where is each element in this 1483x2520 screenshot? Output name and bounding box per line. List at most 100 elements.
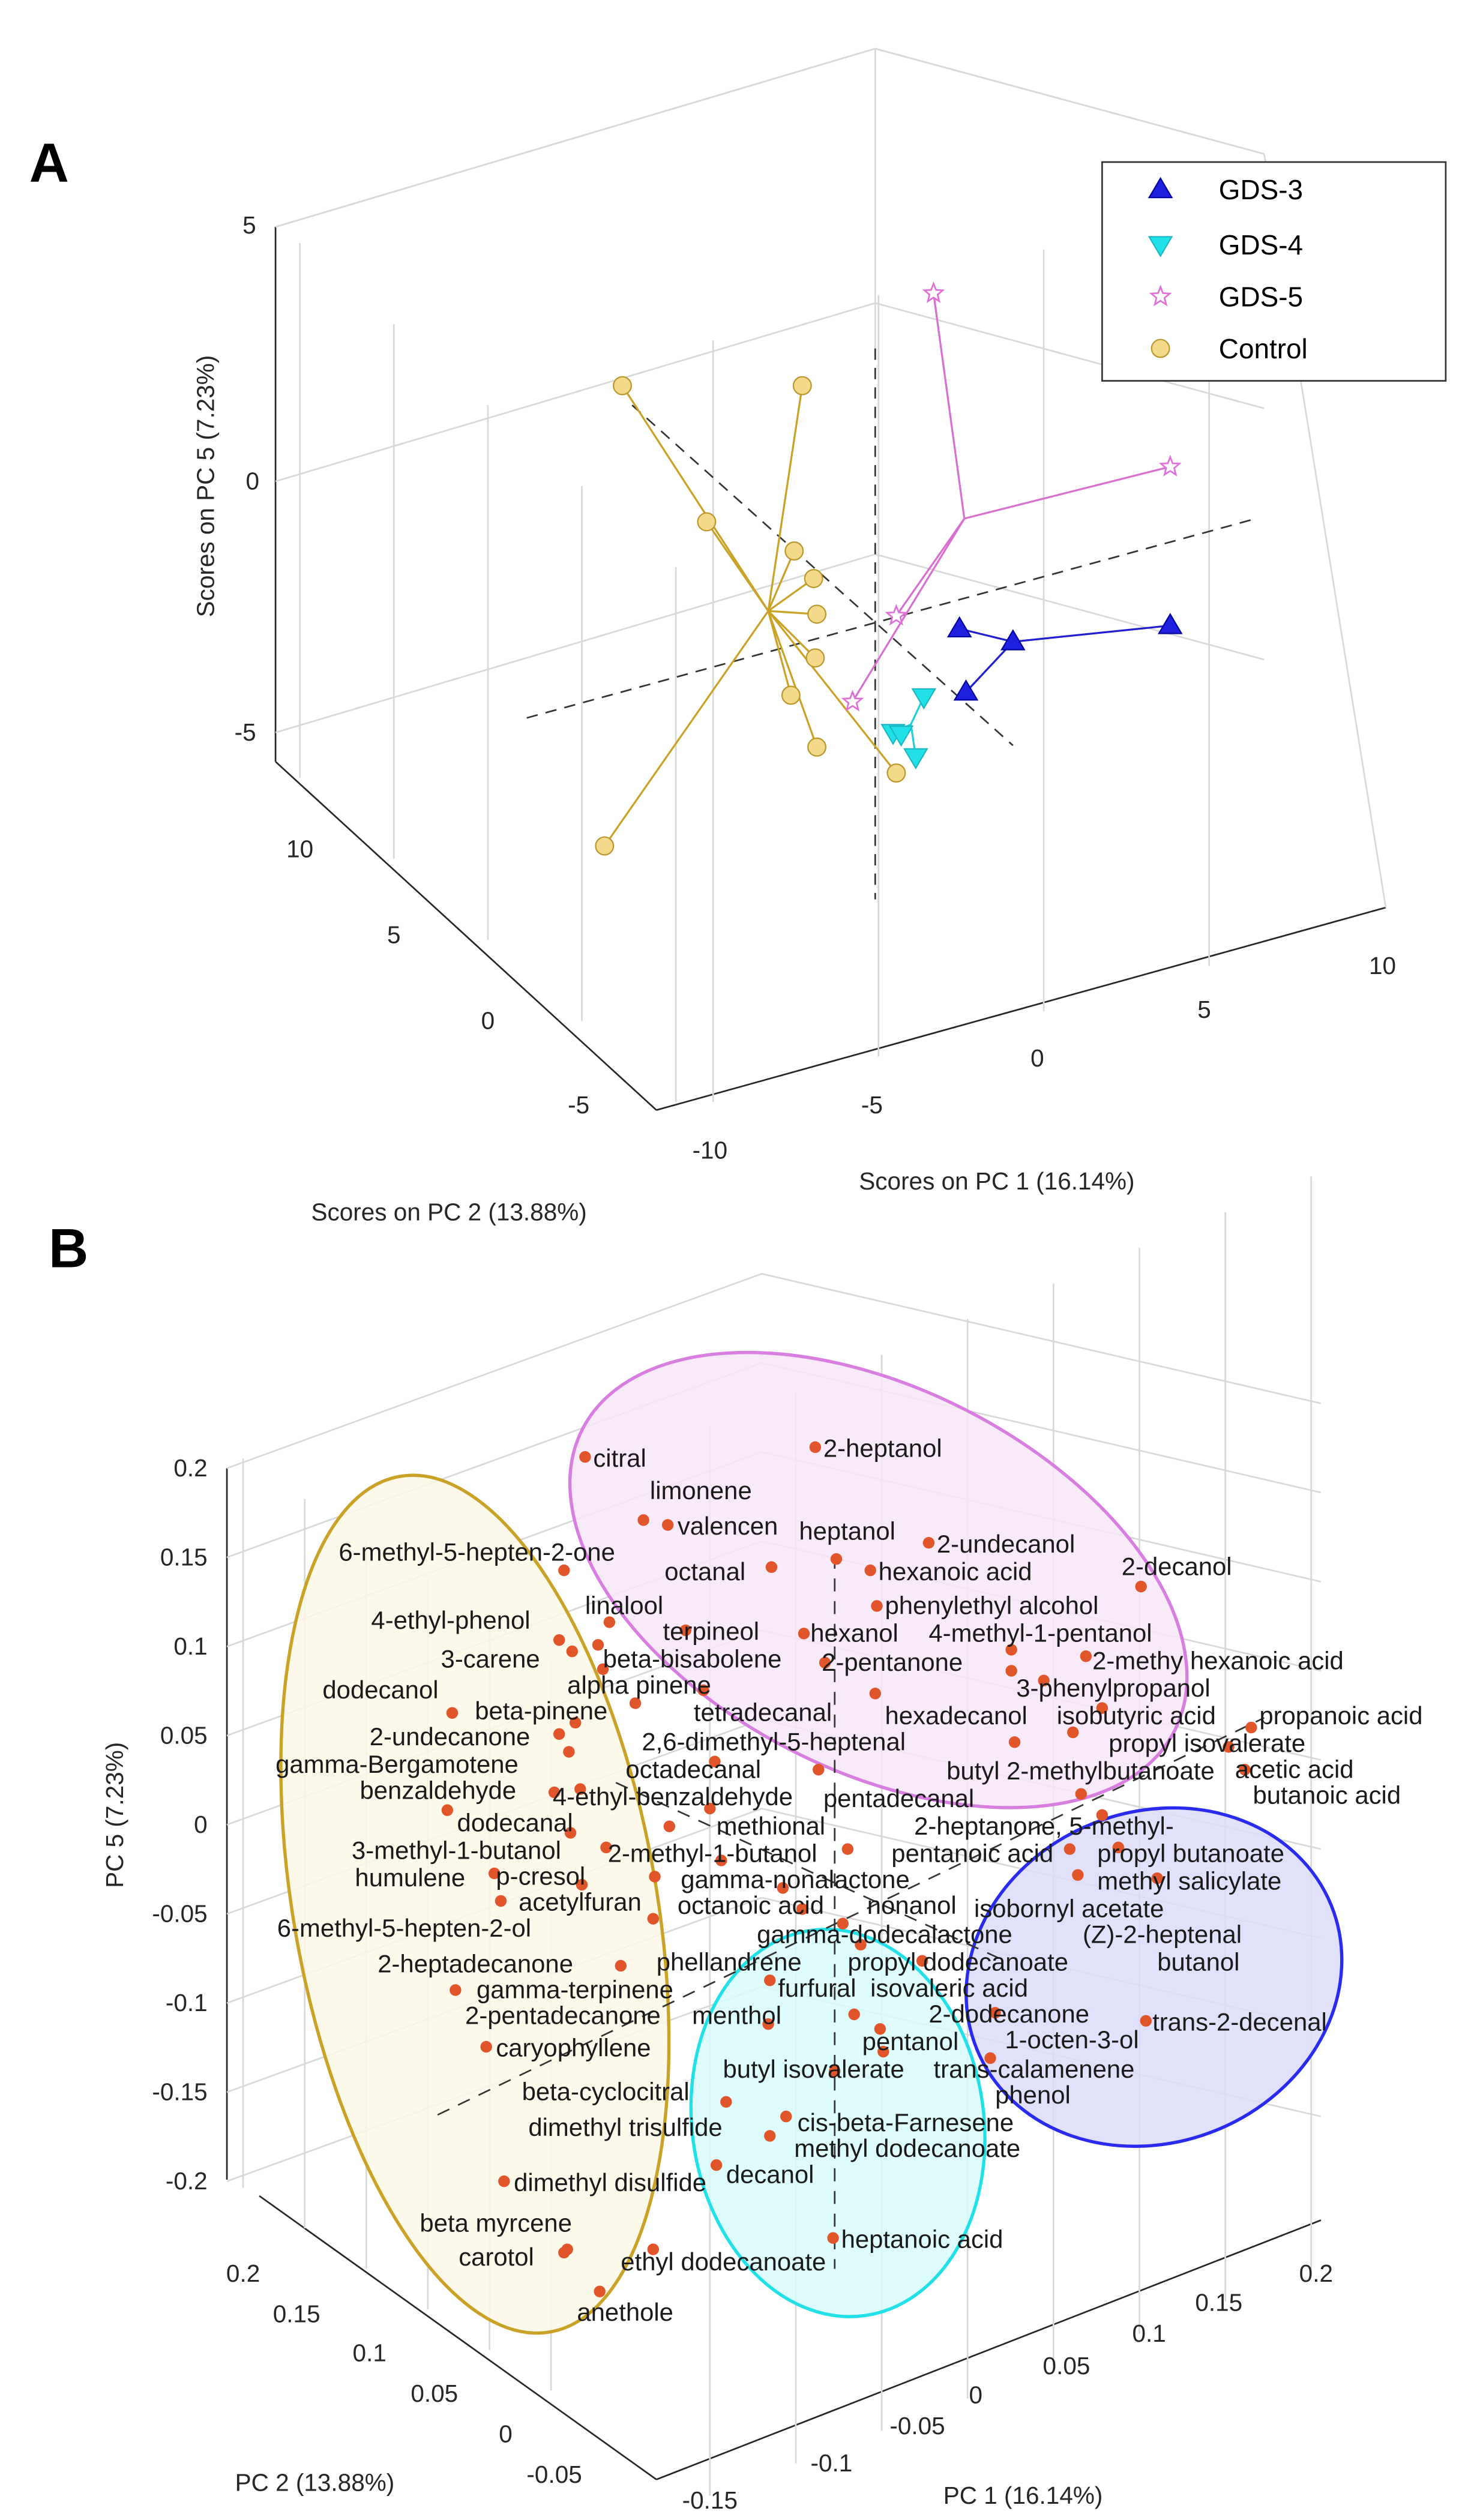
loading-label: 2-decanol <box>1122 1553 1232 1581</box>
control-point <box>804 569 823 588</box>
z-tick-label: -5 <box>235 718 256 746</box>
centroid-spoke <box>767 550 795 612</box>
loading-point <box>710 2159 723 2171</box>
loading-point <box>819 1656 831 1669</box>
panel-a-ylabel: Scores on PC 2 (13.88%) <box>311 1198 587 1225</box>
loading-label: pentanol <box>862 2027 959 2055</box>
x-tick-label: 5 <box>1197 996 1211 1023</box>
loading-label: phenylethyl alcohol <box>885 1592 1098 1620</box>
loading-point <box>1151 1872 1163 1884</box>
loading-point <box>855 1938 867 1951</box>
loading-point <box>553 1634 565 1646</box>
loading-label: decanol <box>726 2160 814 2188</box>
loading-point <box>762 2018 774 2030</box>
loading-label: phellandrene <box>657 1948 802 1976</box>
loading-point <box>564 1827 577 1839</box>
loading-label: phenol <box>995 2081 1071 2109</box>
loading-label: 2-methyl-1-butanol <box>608 1839 817 1868</box>
panel-a-axes-box <box>274 47 1387 1111</box>
gds5-point <box>922 281 945 304</box>
loading-label: 2-undecanol <box>937 1530 1075 1558</box>
centroid-spoke <box>767 610 792 696</box>
loading-label: gamma-dodecalactone <box>757 1920 1012 1949</box>
x-tick-label: 0.1 <box>1133 2320 1166 2347</box>
loading-point <box>495 1895 507 1907</box>
panel-a-label: A <box>29 132 69 193</box>
loading-label: 4-ethyl-benzaldehyde <box>553 1782 793 1811</box>
loading-point <box>1096 1702 1108 1714</box>
loading-label: octanoic acid <box>678 1891 824 1919</box>
loading-label: isobutyric acid <box>1057 1701 1216 1730</box>
loading-label: isobornyl acetate <box>974 1894 1164 1922</box>
y-tick-label: 0 <box>481 1007 495 1035</box>
z-tick-label: 0.1 <box>173 1632 207 1660</box>
loading-point <box>864 1564 876 1577</box>
y-tick-label: 0.2 <box>226 2260 260 2287</box>
z-tick-label: 0.05 <box>160 1722 208 1749</box>
panel-b-data: citral 2-heptanol limonene valencen heptanol… <box>275 1434 1422 2326</box>
loading-label: caryophyllene <box>496 2034 651 2062</box>
loading-point <box>594 2285 606 2297</box>
loading-point <box>1067 1726 1079 1739</box>
y-tick-label: -10 <box>693 1137 728 1164</box>
centroid-spoke <box>706 521 769 612</box>
loading-label: benzaldehyde <box>360 1776 517 1804</box>
loading-label: nonanol <box>867 1891 957 1919</box>
loading-label: tetradecanal <box>694 1698 832 1727</box>
origin-axis-pc2 <box>615 1782 1005 1962</box>
loading-label: butanol <box>1157 1948 1239 1976</box>
loading-point <box>813 1764 825 1776</box>
loading-point <box>827 2232 839 2244</box>
loading-label: alpha pinene <box>567 1671 711 1699</box>
loading-label: pentanoic acid <box>891 1839 1053 1868</box>
loading-label: heptanoic acid <box>841 2225 1003 2253</box>
loading-point <box>984 2052 996 2064</box>
x-tick-label: 0.05 <box>1043 2352 1090 2380</box>
loading-point <box>629 1697 642 1709</box>
loading-label: cis-beta-Farnesene <box>798 2108 1014 2137</box>
x-tick-label: 0 <box>969 2381 982 2409</box>
loading-label: hexanoic acid <box>879 1557 1032 1586</box>
grid-line <box>761 1273 1322 1404</box>
loading-point <box>837 1917 849 1930</box>
y-tick-label: 0.05 <box>411 2380 458 2407</box>
loading-point <box>637 1514 649 1526</box>
legend-label: GDS-3 <box>1219 174 1303 205</box>
grid-line <box>874 47 1265 155</box>
control-point <box>792 376 812 395</box>
z-tick-label: -0.2 <box>166 2167 208 2195</box>
centroid-spoke <box>964 466 1171 520</box>
loading-label: propanoic acid <box>1259 1701 1422 1730</box>
panel-a-score-plot: A 5 0 -5 10 5 0 -5 -10 -5 0 5 10 Scores on PC 5 (7.… <box>29 47 1447 1225</box>
loading-label: 2-undecanone <box>370 1722 531 1751</box>
loading-point <box>441 1804 454 1816</box>
loading-point <box>679 1624 692 1637</box>
loading-label: octadecanal <box>625 1755 761 1783</box>
loading-label: gamma-terpinene <box>477 1975 673 2003</box>
loading-point <box>558 1564 570 1577</box>
gds5-point <box>1158 454 1182 477</box>
axis-line <box>259 2195 657 2480</box>
loading-point <box>1008 1736 1021 1748</box>
loading-point <box>1072 1869 1084 1881</box>
loading-label: limonene <box>650 1476 752 1505</box>
control-point <box>807 737 827 757</box>
centroid-spoke <box>932 293 966 519</box>
loading-point <box>1005 1665 1017 1677</box>
loading-point <box>777 1882 789 1894</box>
grid-line <box>226 1273 762 1469</box>
centroid-spoke <box>767 610 818 748</box>
loading-label: trans-2-decenal <box>1152 2008 1327 2036</box>
y-tick-label: -5 <box>568 1091 589 1119</box>
loading-point <box>1140 2015 1152 2027</box>
y-tick-label: 0.1 <box>353 2339 387 2366</box>
x-tick-label: 0 <box>1030 1044 1044 1072</box>
loading-point <box>709 1755 721 1767</box>
loading-point <box>488 1867 501 1880</box>
loading-label: acetylfuran <box>519 1888 642 1916</box>
loading-label: 6-methyl-5-hepten-2-one <box>338 1538 615 1566</box>
panel-a-zlabel: Scores on PC 5 (7.23%) <box>191 355 219 618</box>
gds5-point <box>841 690 864 712</box>
centroid-spoke <box>603 610 769 847</box>
loading-label: butanoic acid <box>1253 1781 1401 1809</box>
